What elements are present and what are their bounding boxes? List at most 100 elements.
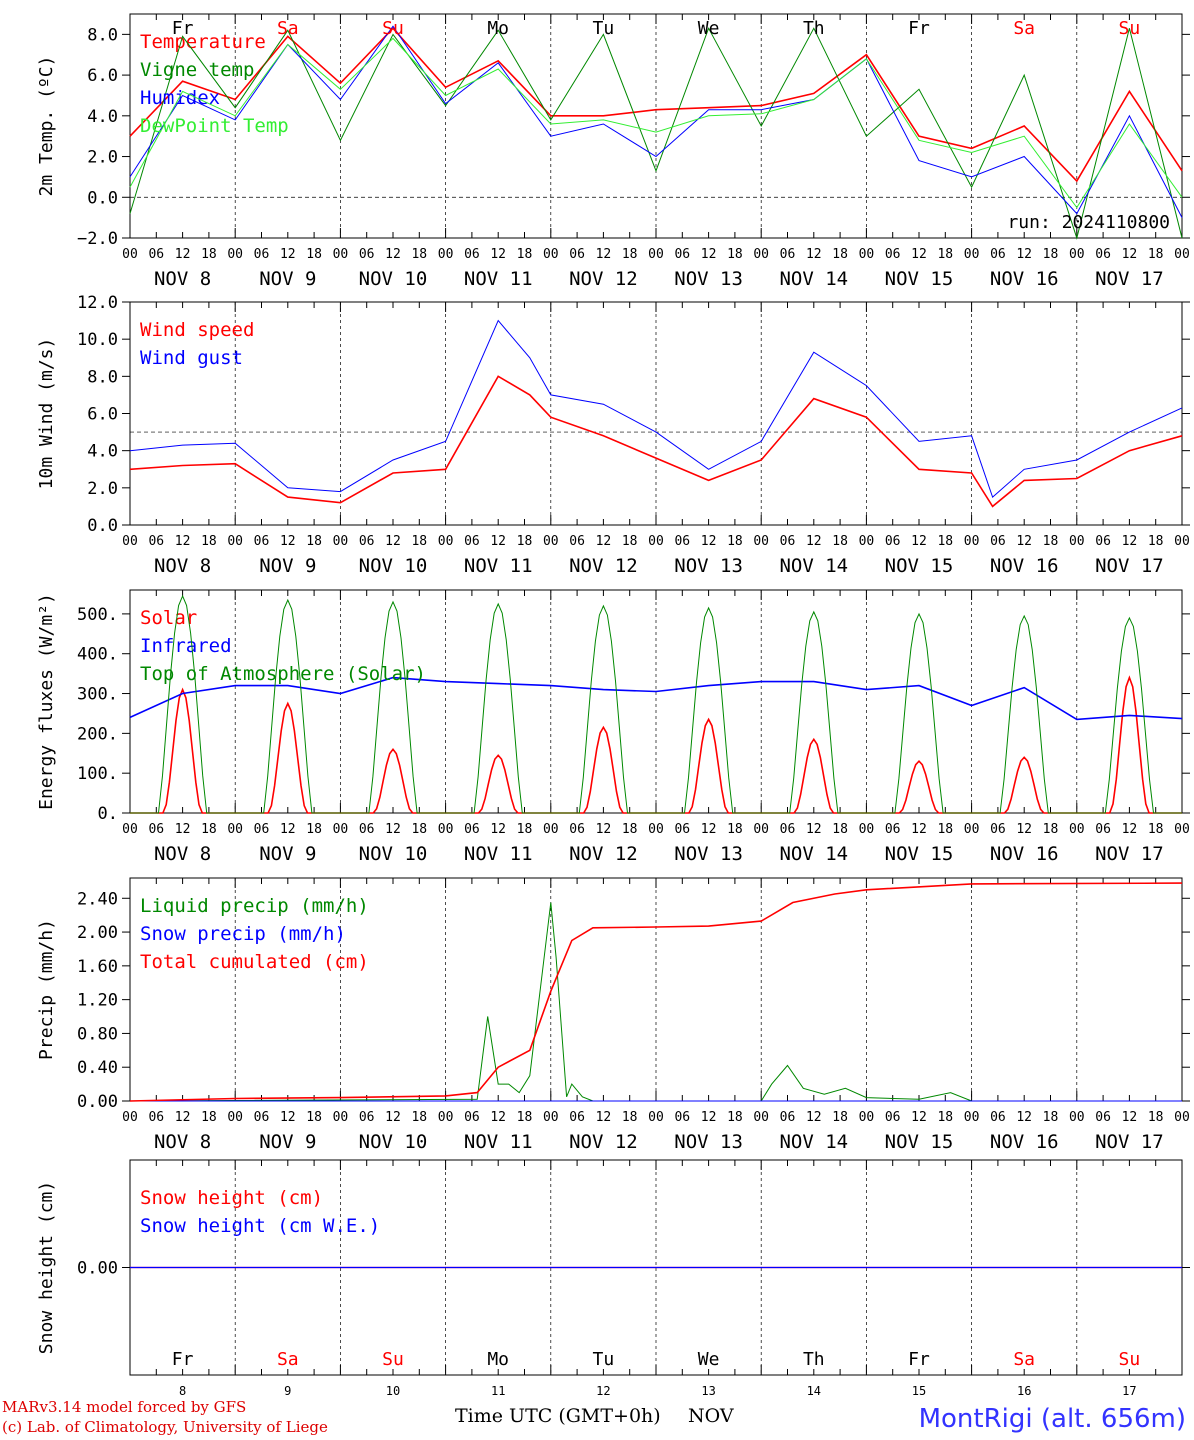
hour-tick-label: 12 bbox=[701, 822, 717, 837]
date-label: NOV 11 bbox=[464, 843, 533, 865]
hour-tick-label: 00 bbox=[1174, 1110, 1190, 1125]
hour-tick-label: 06 bbox=[148, 822, 164, 837]
hour-tick-label: 18 bbox=[1148, 247, 1164, 262]
date-label: NOV 17 bbox=[1095, 268, 1164, 290]
date-label: NOV 15 bbox=[885, 843, 954, 865]
date-label: NOV 10 bbox=[359, 843, 428, 865]
hour-tick-label: 18 bbox=[832, 822, 848, 837]
hour-tick-label: 06 bbox=[254, 1110, 270, 1125]
plot-frame bbox=[129, 589, 1183, 814]
date-label: NOV 15 bbox=[885, 268, 954, 290]
y-tick-label: 4.0 bbox=[87, 442, 118, 462]
y-tick-label: 0.0 bbox=[87, 516, 118, 536]
hour-tick-label: 06 bbox=[1095, 1110, 1111, 1125]
weekday-label: Sa bbox=[1013, 18, 1035, 39]
hour-tick-label: 18 bbox=[306, 1110, 322, 1125]
weekday-label: Fr bbox=[908, 18, 930, 39]
hour-tick-label: 00 bbox=[648, 1110, 664, 1125]
date-label: NOV 10 bbox=[359, 1131, 428, 1153]
date-label: NOV 12 bbox=[569, 843, 638, 865]
hour-tick-label: 12 bbox=[596, 822, 612, 837]
date-label: NOV 8 bbox=[154, 843, 211, 865]
hour-tick-label: 06 bbox=[148, 534, 164, 549]
day-number-label: 16 bbox=[1017, 1384, 1031, 1398]
hour-tick-label: 00 bbox=[438, 247, 454, 262]
hour-tick-label: 06 bbox=[464, 534, 480, 549]
hour-tick-label: 06 bbox=[1095, 534, 1111, 549]
weekday-label: Sa bbox=[277, 1349, 299, 1370]
date-label: NOV 14 bbox=[779, 843, 848, 865]
y-axis-label: 2m Temp. (ºC) bbox=[36, 56, 57, 197]
hour-tick-label: 18 bbox=[727, 534, 743, 549]
hour-tick-label: 18 bbox=[1043, 534, 1059, 549]
hour-tick-label: 06 bbox=[885, 247, 901, 262]
hour-tick-label: 18 bbox=[1043, 822, 1059, 837]
day-number-label: 17 bbox=[1122, 1384, 1136, 1398]
hour-tick-label: 12 bbox=[175, 247, 191, 262]
date-label: NOV 13 bbox=[674, 555, 743, 577]
weekday-label: Th bbox=[803, 1349, 825, 1370]
hour-tick-label: 06 bbox=[569, 247, 585, 262]
hour-tick-label: 06 bbox=[1095, 247, 1111, 262]
hour-tick-label: 06 bbox=[780, 822, 796, 837]
hour-tick-label: 00 bbox=[859, 534, 875, 549]
y-tick-label: 8.0 bbox=[87, 25, 118, 45]
y-tick-label: 2.0 bbox=[87, 148, 118, 168]
station-label: MontRigi (alt. 656m) bbox=[918, 1404, 1186, 1434]
legend-entry: Snow height (cm W.E.) bbox=[140, 1215, 380, 1237]
hour-tick-label: 12 bbox=[1016, 247, 1032, 262]
hour-tick-label: 12 bbox=[385, 1110, 401, 1125]
series-wind-gust-line bbox=[129, 319, 1183, 498]
hour-tick-label: 06 bbox=[148, 1110, 164, 1125]
hour-tick-label: 12 bbox=[1016, 534, 1032, 549]
hour-tick-label: 00 bbox=[1069, 534, 1085, 549]
y-tick-label: 200. bbox=[77, 724, 118, 744]
y-tick-label: 0.00 bbox=[77, 1092, 118, 1112]
date-label: NOV 16 bbox=[990, 1131, 1059, 1153]
y-tick-label: 0.80 bbox=[77, 1024, 118, 1044]
hour-tick-label: 00 bbox=[227, 534, 243, 549]
hour-tick-label: 06 bbox=[254, 534, 270, 549]
date-label: NOV 17 bbox=[1095, 1131, 1164, 1153]
hour-tick-label: 00 bbox=[1069, 1110, 1085, 1125]
hour-tick-label: 18 bbox=[937, 534, 953, 549]
date-label: NOV 11 bbox=[464, 1131, 533, 1153]
hour-tick-label: 18 bbox=[201, 1110, 217, 1125]
hour-tick-label: 12 bbox=[911, 534, 927, 549]
weekday-label: Th bbox=[803, 18, 825, 39]
series-dewpoint-temp-line bbox=[129, 37, 1183, 209]
y-tick-label: 1.20 bbox=[77, 991, 118, 1011]
date-label: NOV 9 bbox=[259, 1131, 316, 1153]
hour-tick-label: 12 bbox=[596, 1110, 612, 1125]
hour-tick-label: 06 bbox=[674, 1110, 690, 1125]
hour-tick-label: 18 bbox=[727, 822, 743, 837]
date-label: NOV 9 bbox=[259, 843, 316, 865]
hour-tick-label: 00 bbox=[648, 822, 664, 837]
day-number-label: 9 bbox=[284, 1384, 291, 1398]
hour-tick-label: 06 bbox=[780, 247, 796, 262]
hour-tick-label: 00 bbox=[227, 1110, 243, 1125]
panel-2: 0.0 2.0 4.0 6.0 8.0 10.0 12.0 10m Wind (m/s) Win… bbox=[36, 293, 1190, 577]
legend-entry: Solar bbox=[140, 607, 197, 629]
hour-tick-label: 18 bbox=[201, 534, 217, 549]
date-label: NOV 16 bbox=[990, 268, 1059, 290]
hour-tick-label: 12 bbox=[701, 1110, 717, 1125]
legend-entry: Snow precip (mm/h) bbox=[140, 923, 346, 945]
hour-tick-label: 18 bbox=[1148, 534, 1164, 549]
hour-tick-label: 00 bbox=[964, 247, 980, 262]
legend-entry: Wind gust bbox=[140, 347, 243, 369]
hour-tick-label: 00 bbox=[1174, 247, 1190, 262]
date-label: NOV 17 bbox=[1095, 555, 1164, 577]
y-tick-label: −2.0 bbox=[77, 229, 118, 249]
date-label: NOV 15 bbox=[885, 555, 954, 577]
legend-entry: Vigne temp bbox=[140, 59, 254, 81]
hour-tick-label: 12 bbox=[806, 247, 822, 262]
weekday-label: Su bbox=[382, 18, 404, 39]
hour-tick-label: 06 bbox=[254, 247, 270, 262]
hour-tick-label: 00 bbox=[438, 1110, 454, 1125]
x-axis-title: Time UTC (GMT+0h) bbox=[455, 1405, 661, 1427]
hour-tick-label: 18 bbox=[201, 822, 217, 837]
hour-tick-label: 12 bbox=[490, 1110, 506, 1125]
hour-tick-label: 18 bbox=[1148, 822, 1164, 837]
legend-entry: Liquid precip (mm/h) bbox=[140, 895, 369, 917]
